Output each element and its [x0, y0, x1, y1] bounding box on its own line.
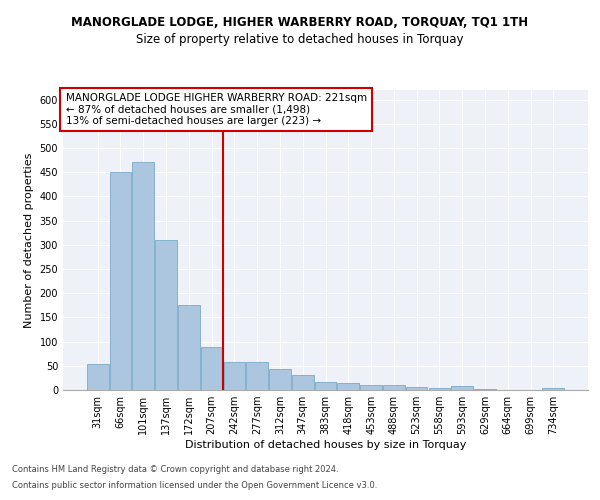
- Bar: [406, 387, 427, 390]
- Bar: [155, 240, 177, 390]
- Bar: [269, 368, 291, 390]
- Bar: [133, 162, 154, 390]
- Bar: [474, 389, 496, 390]
- Bar: [224, 362, 245, 390]
- Bar: [292, 375, 314, 390]
- Y-axis label: Number of detached properties: Number of detached properties: [24, 152, 34, 328]
- Bar: [87, 364, 109, 390]
- Bar: [542, 388, 564, 390]
- Text: MANORGLADE LODGE, HIGHER WARBERRY ROAD, TORQUAY, TQ1 1TH: MANORGLADE LODGE, HIGHER WARBERRY ROAD, …: [71, 16, 529, 29]
- Bar: [337, 383, 359, 390]
- Bar: [428, 388, 450, 390]
- Bar: [201, 348, 223, 390]
- Text: Size of property relative to detached houses in Torquay: Size of property relative to detached ho…: [136, 32, 464, 46]
- Text: MANORGLADE LODGE HIGHER WARBERRY ROAD: 221sqm
← 87% of detached houses are small: MANORGLADE LODGE HIGHER WARBERRY ROAD: 2…: [65, 93, 367, 126]
- Bar: [383, 385, 404, 390]
- Text: Contains HM Land Registry data © Crown copyright and database right 2024.: Contains HM Land Registry data © Crown c…: [12, 464, 338, 473]
- Bar: [178, 305, 200, 390]
- Bar: [451, 386, 473, 390]
- Bar: [247, 362, 268, 390]
- Bar: [360, 385, 382, 390]
- Text: Contains public sector information licensed under the Open Government Licence v3: Contains public sector information licen…: [12, 480, 377, 490]
- Bar: [110, 172, 131, 390]
- Bar: [314, 382, 337, 390]
- X-axis label: Distribution of detached houses by size in Torquay: Distribution of detached houses by size …: [185, 440, 466, 450]
